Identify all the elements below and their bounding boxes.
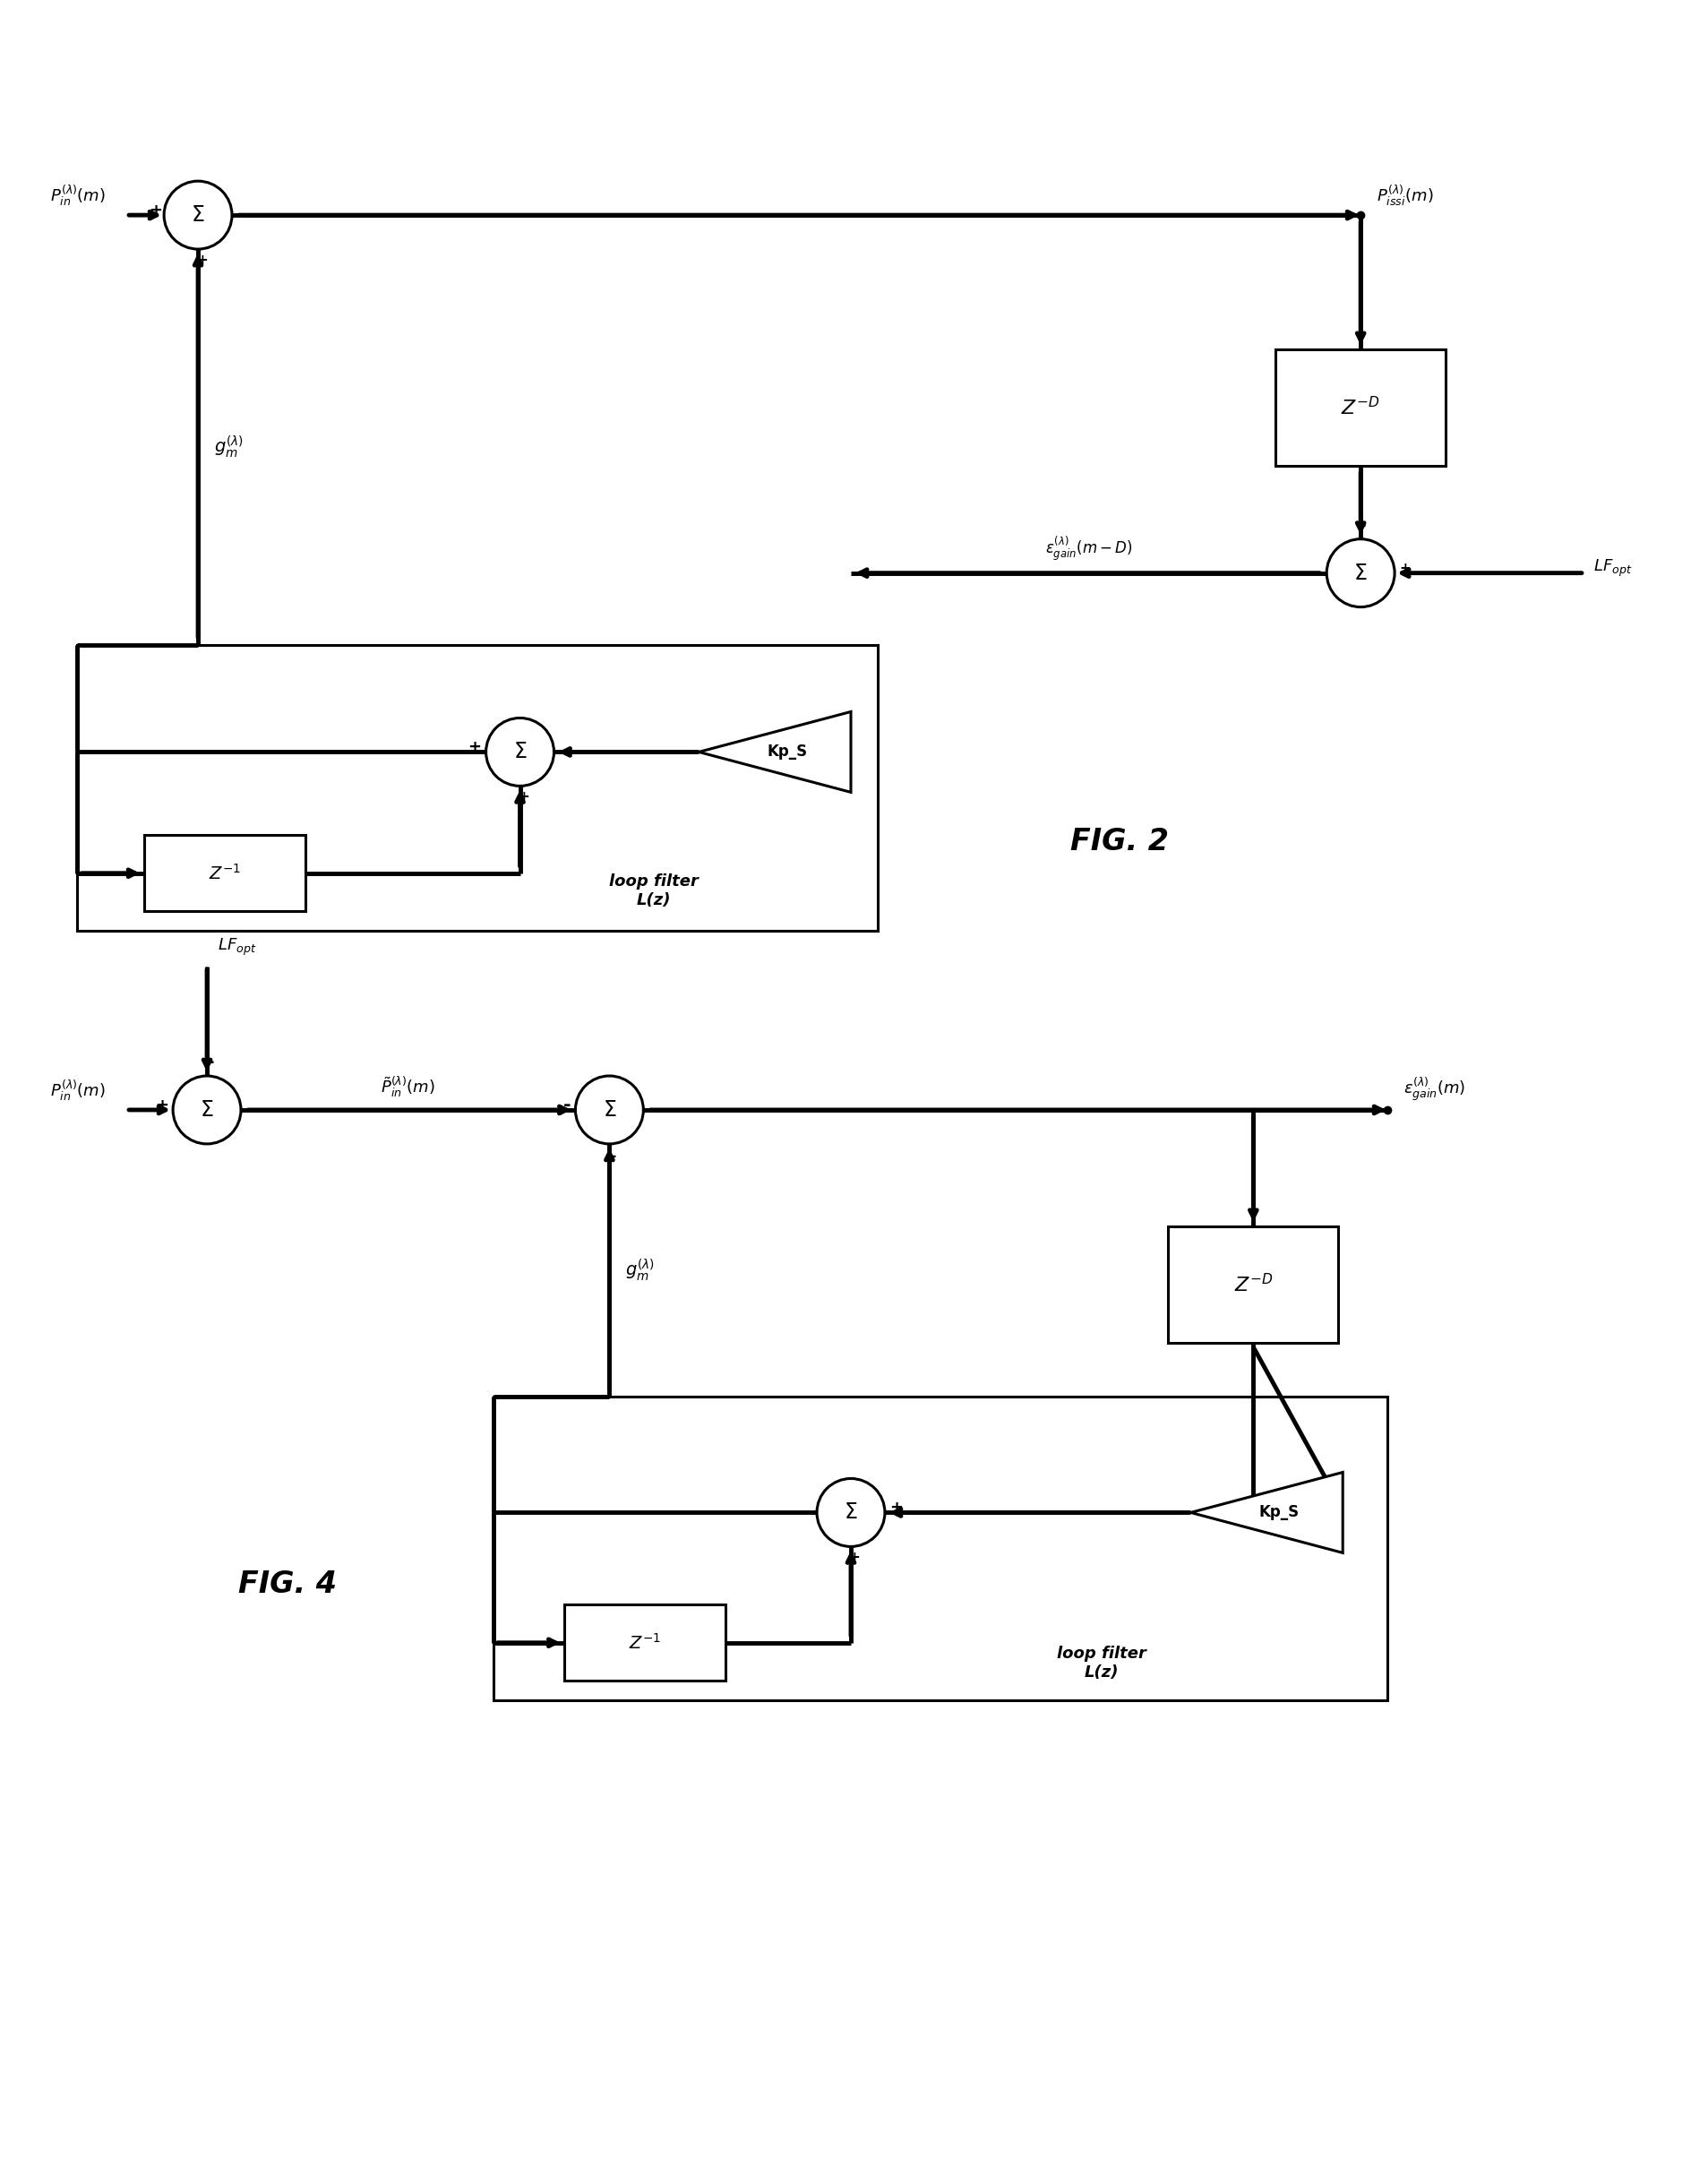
Text: $Z^{-D}$: $Z^{-D}$ xyxy=(1341,397,1380,418)
Text: -: - xyxy=(1358,516,1366,535)
Circle shape xyxy=(1327,540,1395,607)
Text: $\Sigma$: $\Sigma$ xyxy=(844,1502,857,1523)
Polygon shape xyxy=(699,711,851,793)
Circle shape xyxy=(164,182,232,249)
Text: +: + xyxy=(849,1552,861,1565)
Text: $Z^{-1}$: $Z^{-1}$ xyxy=(208,862,241,882)
Circle shape xyxy=(816,1478,885,1547)
Text: -: - xyxy=(564,1097,570,1114)
Text: -: - xyxy=(610,1149,617,1164)
FancyBboxPatch shape xyxy=(1276,349,1445,466)
FancyBboxPatch shape xyxy=(1168,1227,1339,1344)
Text: $P_{in}^{(\lambda)}(m)$: $P_{in}^{(\lambda)}(m)$ xyxy=(51,1077,106,1103)
Text: +: + xyxy=(149,202,162,219)
Text: +: + xyxy=(196,254,208,267)
Text: FIG. 2: FIG. 2 xyxy=(1069,826,1168,856)
Text: loop filter
L(z): loop filter L(z) xyxy=(608,873,699,908)
Text: $LF_{opt}$: $LF_{opt}$ xyxy=(217,936,256,958)
Circle shape xyxy=(487,717,553,787)
Text: -: - xyxy=(207,1053,215,1070)
FancyBboxPatch shape xyxy=(145,834,306,912)
Text: $\Sigma$: $\Sigma$ xyxy=(1354,561,1368,583)
Text: Kp_S: Kp_S xyxy=(1259,1504,1300,1521)
Text: Kp_S: Kp_S xyxy=(767,743,808,761)
Text: $\varepsilon_{gain}^{(\lambda)}(m-D)$: $\varepsilon_{gain}^{(\lambda)}(m-D)$ xyxy=(1045,535,1132,561)
Text: $\tilde{P}_{in}^{(\lambda)}(m)$: $\tilde{P}_{in}^{(\lambda)}(m)$ xyxy=(381,1075,436,1099)
Circle shape xyxy=(173,1075,241,1144)
Text: $g_m^{(\lambda)}$: $g_m^{(\lambda)}$ xyxy=(214,433,244,459)
Text: $\Sigma$: $\Sigma$ xyxy=(603,1099,617,1120)
Text: $\Sigma$: $\Sigma$ xyxy=(512,741,526,763)
Text: $P_{in}^{(\lambda)}(m)$: $P_{in}^{(\lambda)}(m)$ xyxy=(51,184,106,208)
Text: +: + xyxy=(890,1500,904,1517)
Text: $\Sigma$: $\Sigma$ xyxy=(200,1099,214,1120)
Text: $Z^{-D}$: $Z^{-D}$ xyxy=(1233,1272,1272,1296)
Text: $LF_{opt}$: $LF_{opt}$ xyxy=(1594,559,1633,579)
Text: +: + xyxy=(155,1097,169,1114)
Text: +: + xyxy=(518,791,529,804)
Text: +: + xyxy=(468,739,482,756)
Text: $Z^{-1}$: $Z^{-1}$ xyxy=(629,1634,661,1653)
Text: +: + xyxy=(1399,561,1411,574)
Text: loop filter
L(z): loop filter L(z) xyxy=(1057,1647,1146,1682)
Text: $\Sigma$: $\Sigma$ xyxy=(191,204,205,225)
Polygon shape xyxy=(1190,1471,1342,1554)
Circle shape xyxy=(576,1075,644,1144)
Text: $g_m^{(\lambda)}$: $g_m^{(\lambda)}$ xyxy=(625,1257,654,1283)
Text: FIG. 4: FIG. 4 xyxy=(237,1569,336,1599)
FancyBboxPatch shape xyxy=(565,1606,726,1682)
Text: $\varepsilon_{gain}^{(\lambda)}(m)$: $\varepsilon_{gain}^{(\lambda)}(m)$ xyxy=(1404,1075,1465,1103)
Text: $P_{issi}^{(\lambda)}(m)$: $P_{issi}^{(\lambda)}(m)$ xyxy=(1377,184,1433,208)
